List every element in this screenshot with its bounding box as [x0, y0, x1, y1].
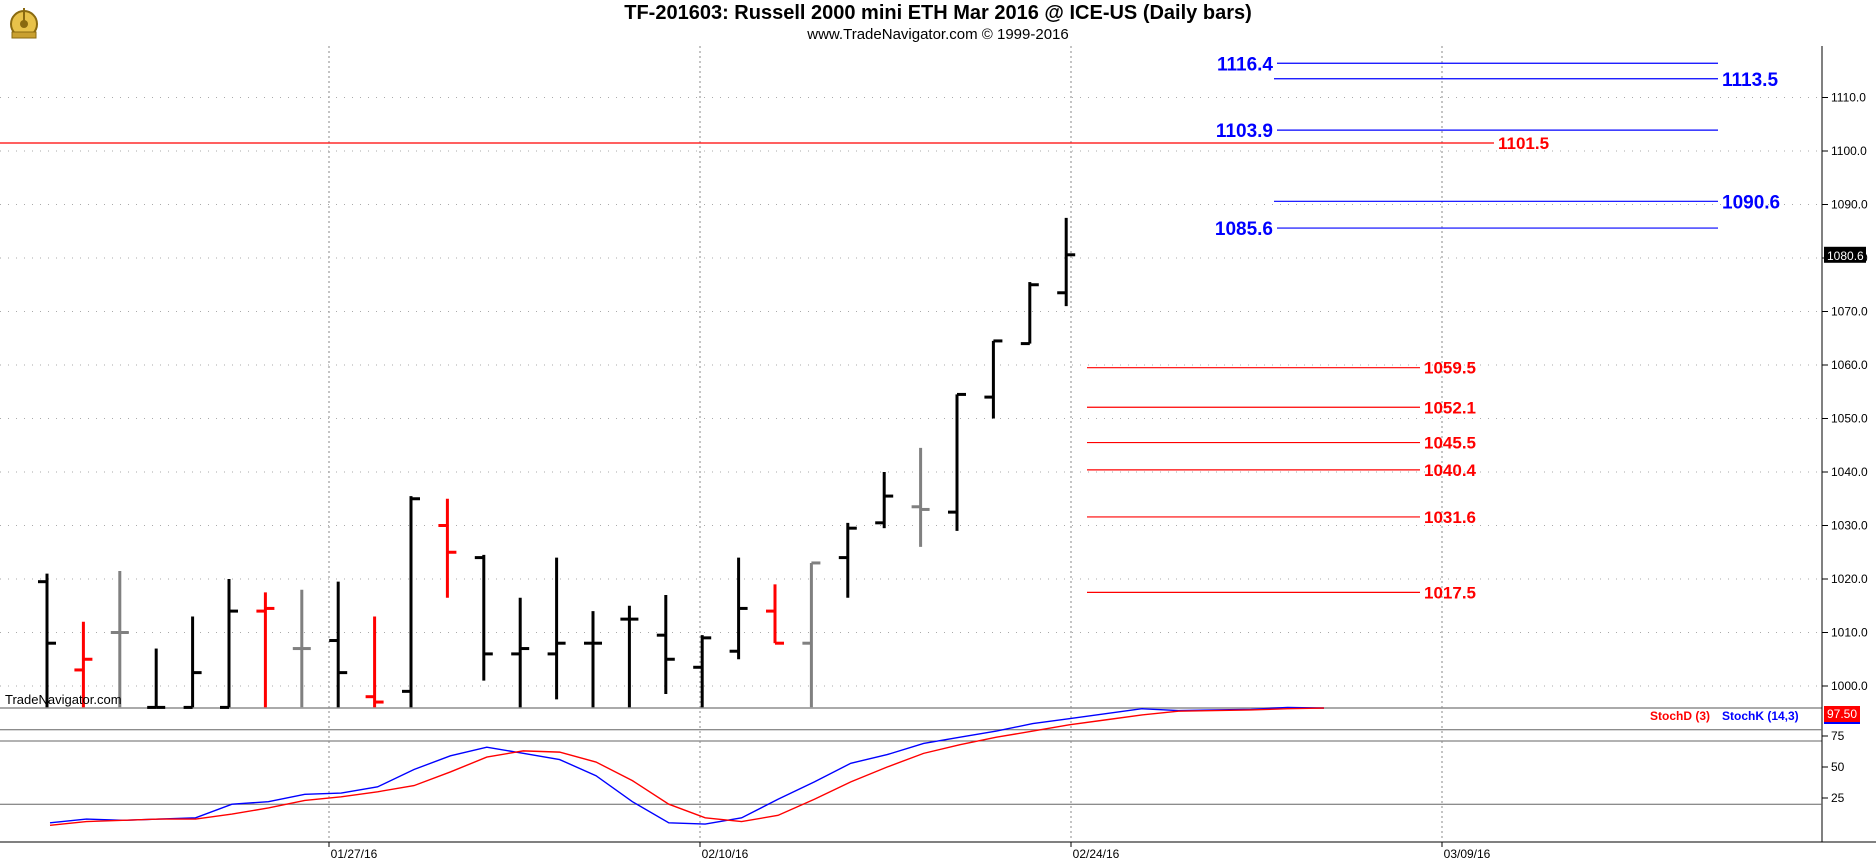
x-tick-label: 02/10/16 — [702, 847, 749, 861]
y-tick-label: 1000.0 — [1831, 679, 1868, 693]
ohlc-bar — [511, 597, 530, 708]
last-price-tag-bg — [1824, 246, 1866, 263]
ohlc-bar — [74, 621, 93, 708]
support-level-label: 1059.5 — [1424, 359, 1476, 378]
ohlc-bar — [656, 595, 675, 695]
trade-navigator-logo-icon — [10, 8, 38, 39]
support-level-label: 1045.5 — [1424, 434, 1476, 453]
y-tick-label: 1010.0 — [1831, 626, 1868, 640]
y-tick-label: 1020.0 — [1831, 572, 1868, 586]
stoch-series-line — [49, 707, 1325, 826]
stoch-series-line — [49, 706, 1325, 825]
ohlc-bar — [474, 554, 493, 681]
ohlc-bar — [183, 616, 202, 709]
ohlc-bar — [256, 592, 275, 708]
y-tick-label: 1070.0 — [1831, 305, 1868, 319]
ohlc-bar — [438, 498, 457, 598]
ohlc-bar — [838, 522, 857, 598]
osc-last-tag-bg — [1824, 706, 1860, 722]
legend-stochd: StochD (3) — [1650, 709, 1710, 723]
ohlc-bar — [984, 339, 1003, 419]
ohlc-bar — [147, 648, 166, 709]
ohlc-bar — [365, 616, 384, 708]
ohlc-bar — [693, 635, 712, 708]
ohlc-bar — [292, 589, 311, 708]
ohlc-bar — [584, 611, 602, 708]
osc-y-tick-label: 25 — [1831, 791, 1845, 805]
ohlc-bar — [948, 392, 966, 531]
ohlc-bar — [911, 447, 930, 547]
support-level-label: 1101.5 — [1498, 134, 1549, 153]
watermark: TradeNavigator.com — [5, 692, 122, 707]
y-tick-label: 1050.0 — [1831, 412, 1868, 426]
osc-y-tick-label: 75 — [1831, 729, 1845, 743]
target-level-label: 1085.6 — [1215, 219, 1273, 240]
x-tick-label: 03/09/16 — [1444, 847, 1491, 861]
chart-subtitle: www.TradeNavigator.com © 1999-2016 — [807, 26, 1069, 43]
legend-stochk: StochK (14,3) — [1722, 709, 1799, 723]
support-level-label: 1052.1 — [1424, 398, 1476, 417]
ohlc-bar — [220, 579, 238, 709]
y-tick-label: 1090.0 — [1831, 198, 1868, 212]
ohlc-bar — [402, 496, 420, 708]
target-level-label: 1116.4 — [1217, 54, 1273, 75]
x-tick-label: 02/24/16 — [1073, 847, 1120, 861]
ohlc-bar — [110, 570, 129, 708]
ohlc-bar — [547, 557, 566, 700]
ohlc-bar — [729, 557, 748, 660]
y-tick-label: 1100.0 — [1831, 144, 1867, 158]
osc-last-tag: 97.50 — [1827, 707, 1857, 721]
price-panel — [0, 46, 1822, 708]
ohlc-bar — [620, 605, 639, 708]
y-tick-label: 1110.0 — [1831, 91, 1866, 105]
target-level-label: 1090.6 — [1722, 192, 1780, 213]
ohlc-bar — [38, 573, 56, 708]
ohlc-bar — [329, 581, 348, 708]
ohlc-bar — [766, 584, 784, 645]
ohlc-bar — [875, 472, 894, 529]
x-tick-label: 01/27/16 — [331, 847, 378, 861]
title-band: TF-201603: Russell 2000 mini ETH Mar 201… — [0, 0, 1876, 46]
y-tick-label: 1040.0 — [1831, 465, 1868, 479]
support-level-label: 1040.4 — [1424, 461, 1477, 480]
target-level-label: 1113.5 — [1722, 70, 1778, 91]
osc-y-tick-label: 50 — [1831, 760, 1845, 774]
y-tick-label: 1060.0 — [1831, 358, 1868, 372]
last-price-tag: 1080.6 — [1827, 249, 1864, 263]
support-level-label: 1017.5 — [1424, 583, 1476, 602]
target-level-label: 1103.9 — [1216, 121, 1273, 142]
ohlc-bar — [802, 561, 821, 708]
ohlc-bar — [1020, 282, 1039, 346]
chart-title: TF-201603: Russell 2000 mini ETH Mar 201… — [624, 2, 1252, 24]
support-level-label: 1031.6 — [1424, 508, 1476, 527]
y-tick-label: 1030.0 — [1831, 519, 1868, 533]
ohlc-bar — [1057, 217, 1076, 307]
